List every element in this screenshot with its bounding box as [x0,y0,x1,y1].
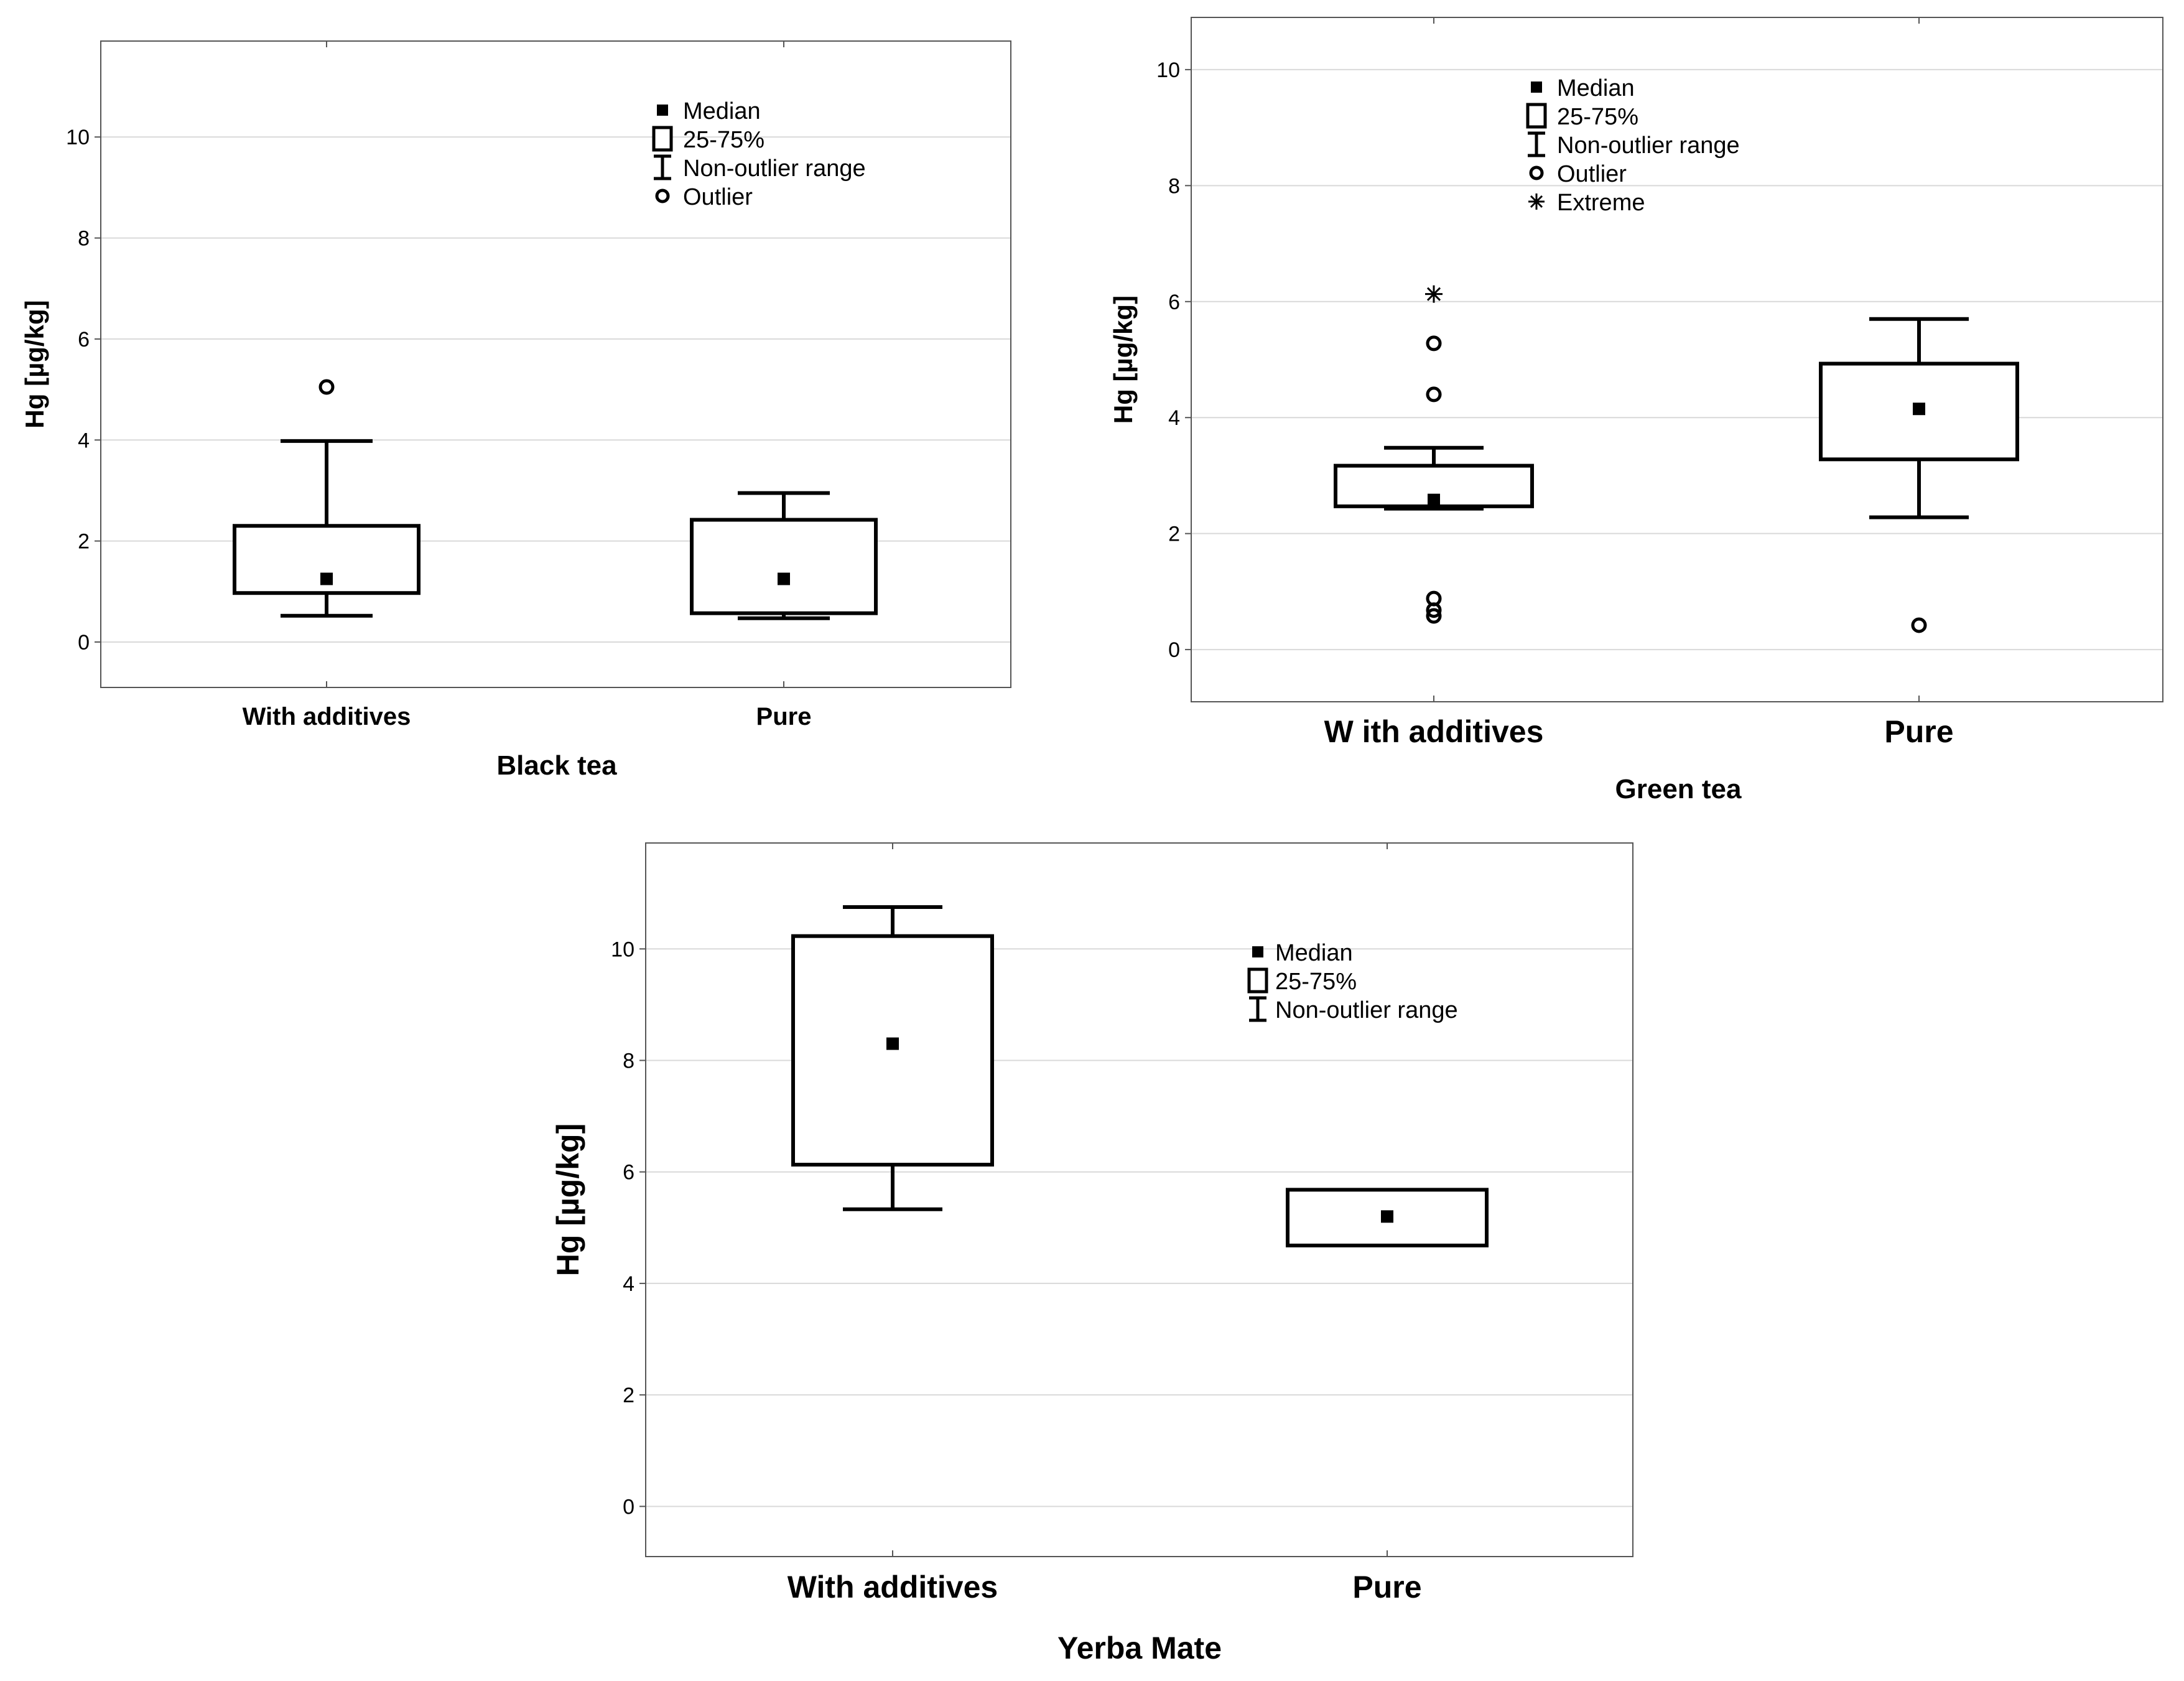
y-tick-label: 8 [1168,174,1180,198]
legend-median-icon [1531,81,1542,93]
plot-frame [100,40,1011,688]
legend-whisker-icon [1249,996,1266,1022]
box-plot-1 [1334,285,1534,624]
outlier-point [1911,617,1927,633]
x-category-label: W ith additives [1324,714,1544,749]
legend-label: Non-outlier range [683,156,866,182]
chart-3: 0 2 4 6 8 10 With additives Pure Hg [µg/kg] Yerba… [551,842,1633,1665]
chart-title: Yerba Mate [1057,1631,1222,1665]
plot-frame [645,842,1633,1557]
legend: Median 25-75%Non-outlier range [1247,940,1458,1023]
y-tick-label: 6 [1168,291,1180,314]
legend-label: Median [1557,75,1635,101]
chart-title: Black tea [496,750,617,781]
legend-label: Outlier [1557,161,1627,187]
y-tick-label: 4 [623,1272,634,1296]
legend-whisker-icon [654,154,671,180]
legend-box-icon [1247,967,1268,994]
x-category-label: With additives [243,703,411,730]
outlier-point [1426,386,1442,403]
iqr-box [791,934,994,1167]
extreme-point [1425,285,1443,303]
chart-2: 0 2 4 6 8 10 W ith additives Pure Hg [µg/kg] Gree… [1108,17,2163,804]
median-marker [1381,1210,1393,1223]
y-tick-label: 0 [623,1495,634,1519]
plot-frame [1191,17,2163,702]
legend-label: 25-75% [1275,969,1357,995]
legend-label: 25-75% [1557,104,1638,130]
y-tick-label: 10 [1156,58,1180,82]
y-tick-label: 0 [1168,638,1180,662]
median-marker [320,572,333,585]
legend-box-icon [652,126,673,152]
y-axis-label: Hg [µg/kg] [20,300,49,428]
legend-label: Extreme [1557,190,1645,216]
box-plot-2 [690,491,878,620]
legend-label: Median [683,98,761,124]
y-tick-label: 8 [623,1049,634,1073]
legend-outlier-icon [1529,165,1544,180]
legend-box-icon [1526,103,1547,129]
legend-extreme-icon [1528,193,1545,210]
y-tick-label: 4 [1168,406,1180,430]
y-tick-label: 2 [1168,523,1180,546]
x-category-label: Pure [1352,1570,1421,1604]
y-tick-label: 6 [78,328,90,352]
iqr-box [690,518,878,615]
y-tick-label: 8 [78,227,90,251]
median-marker [1428,493,1440,506]
median-marker [778,572,790,585]
legend-median-icon [657,105,668,116]
legend-label: 25-75% [683,127,764,153]
chart-1: 0 2 4 6 8 10 With additives Pure Hg [µg/kg] Black… [20,40,1011,781]
outlier-point [1426,608,1442,624]
median-marker [886,1037,899,1050]
y-tick-label: 10 [611,938,634,961]
iqr-box [1819,361,2019,462]
legend-whisker-icon [1528,131,1545,157]
legend-outlier-icon [655,189,670,203]
legend-label: Non-outlier range [1557,133,1740,159]
y-tick-label: 2 [78,530,90,554]
x-category-label: Pure [1884,714,1953,749]
legend-label: Median [1275,940,1353,966]
outlier-point [1426,335,1442,352]
y-axis-label: Hg [µg/kg] [1108,296,1138,424]
box-plot-1 [791,905,994,1211]
median-marker [1913,403,1925,416]
x-category-label: With additives [788,1570,998,1604]
box-plot-2 [1286,1188,1489,1247]
y-axis-label: Hg [µg/kg] [551,1124,585,1276]
outlier-point [1426,602,1442,618]
chart-title: Green tea [1615,774,1742,804]
legend-label: Non-outlier range [1275,997,1458,1023]
outlier-point [318,379,335,395]
y-tick-label: 6 [623,1161,634,1185]
y-tick-label: 4 [78,429,90,452]
box-plot-1 [233,379,421,618]
x-category-label: Pure [756,703,812,730]
y-tick-label: 2 [623,1384,634,1407]
box-plot-2 [1819,317,2019,633]
legend-median-icon [1252,946,1263,957]
legend-label: Outlier [683,184,753,210]
y-tick-label: 10 [66,126,90,149]
y-tick-label: 0 [78,631,90,654]
